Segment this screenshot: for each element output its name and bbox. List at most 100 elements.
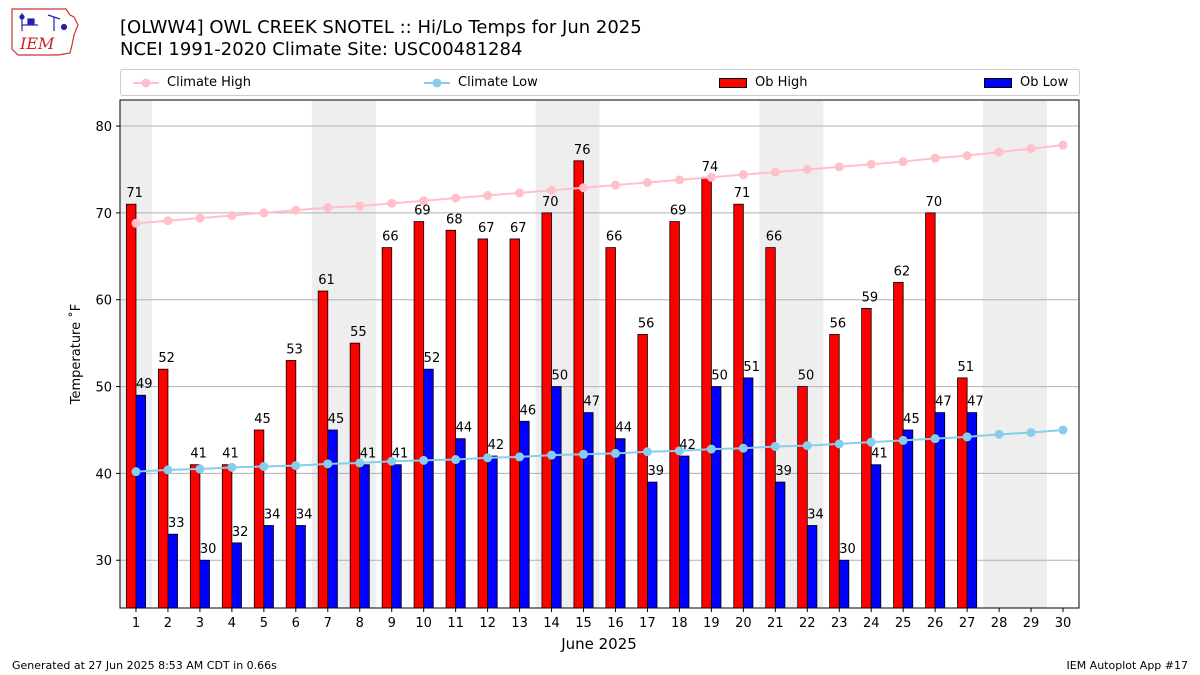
x-tick-label-11: 11 — [447, 616, 464, 631]
climate-high-point-day-3 — [195, 213, 205, 223]
y-tick-label-80: 80 — [95, 120, 112, 135]
x-tick-label-5: 5 — [260, 616, 268, 631]
climate-low-point-day-18 — [674, 446, 684, 456]
ob-high-label-day-10: 69 — [414, 204, 431, 219]
climate-low-point-day-14 — [547, 450, 557, 460]
ob-high-bar-day-10 — [413, 221, 425, 609]
climate-low-point-day-21 — [770, 441, 780, 451]
ob-high-label-day-25: 62 — [894, 264, 911, 279]
gridlines — [120, 125, 1079, 561]
ob-high-label-day-12: 67 — [478, 221, 495, 236]
x-tick-label-14: 14 — [543, 616, 560, 631]
ob-low-label-day-14: 50 — [552, 369, 569, 384]
ob-low-bar-day-14 — [551, 386, 562, 609]
ob-low-label-day-19: 50 — [711, 369, 728, 384]
x-tick-label-23: 23 — [831, 616, 848, 631]
ob-high-label-day-16: 66 — [606, 230, 623, 245]
data-labels: 71 52 41 41 45 53 61 55 66 69 68 67 67 70 76 66 56 69 74 71… — [126, 143, 983, 557]
iem-logo: IEM — [11, 8, 79, 56]
ob-high-label-day-1: 71 — [126, 186, 143, 201]
climate-low-point-day-7 — [323, 459, 333, 469]
ob-high-bar-day-16 — [605, 247, 616, 609]
climate-low-point-day-26 — [930, 434, 940, 444]
climate-high-point-day-11 — [451, 193, 461, 203]
ob-low-label-day-3: 30 — [200, 542, 217, 557]
ob-high-label-day-22: 50 — [798, 369, 815, 384]
chart-title: [OLWW4] OWL CREEK SNOTEL :: Hi/Lo Temps … — [120, 17, 642, 38]
climate-low-point-day-13 — [515, 452, 525, 462]
ob-low-bar-day-23 — [838, 559, 850, 609]
ob-high-label-day-5: 45 — [254, 412, 271, 427]
x-tick-label-12: 12 — [479, 616, 496, 631]
x-tick-label-18: 18 — [671, 616, 688, 631]
ob-high-label-day-19: 74 — [702, 160, 719, 175]
ob-low-label-day-2: 33 — [168, 516, 185, 531]
ob-low-label-day-15: 47 — [584, 395, 601, 410]
climate-low-point-day-8 — [355, 458, 365, 468]
x-tick-label-6: 6 — [292, 616, 300, 631]
climate-high-point-day-6 — [291, 205, 301, 215]
climate-high-point-day-23 — [834, 162, 844, 172]
ob-low-bar-day-22 — [806, 525, 818, 609]
ob-low-bar-day-15 — [583, 412, 594, 609]
ob-high-bar-day-6 — [285, 360, 297, 609]
climate-high-point-day-5 — [259, 208, 269, 218]
ob-low-bar-day-8 — [359, 464, 370, 609]
climate-low-point-day-29 — [1026, 428, 1036, 438]
ob-high-label-day-26: 70 — [926, 195, 943, 210]
y-tick-label-40: 40 — [95, 467, 112, 482]
ob-low-label-day-22: 34 — [807, 508, 824, 523]
climate-high-point-day-1 — [131, 218, 141, 228]
climate-low-point-day-25 — [898, 435, 908, 445]
climate-high-point-day-17 — [642, 177, 652, 187]
x-tick-label-7: 7 — [324, 616, 332, 631]
x-tick-label-17: 17 — [639, 616, 656, 631]
footer-app-text: IEM Autoplot App #17 — [1066, 659, 1189, 672]
y-tick-label-30: 30 — [95, 554, 112, 569]
ob-high-bar-day-22 — [797, 386, 808, 609]
ob-high-label-day-18: 69 — [670, 204, 687, 219]
climate-low-point-day-12 — [483, 453, 493, 463]
ob-low-bar-day-21 — [774, 481, 786, 609]
climate-low-point-day-5 — [259, 461, 269, 471]
climate-low-point-day-4 — [227, 462, 237, 472]
ob-high-bar-day-24 — [861, 308, 872, 609]
legend-item-ob-low: Ob Low — [984, 70, 1068, 95]
ob-low-bar-day-9 — [391, 464, 402, 609]
ob-high-label-day-13: 67 — [510, 221, 527, 236]
ob-high-bar-day-1 — [125, 203, 137, 609]
climate-low-point-day-28 — [994, 429, 1004, 439]
x-tick-label-1: 1 — [132, 616, 140, 631]
ob-low-swatch — [984, 77, 1012, 88]
legend-item-climate-low: Climate Low — [424, 70, 538, 95]
ob-low-label-day-27: 47 — [967, 395, 984, 410]
ob-high-bar-day-4 — [221, 464, 233, 609]
ob-high-bar-day-11 — [445, 229, 457, 609]
legend-label-ob-high: Ob High — [755, 75, 808, 90]
climate-high-point-day-10 — [419, 196, 429, 206]
climate-lines — [131, 140, 1068, 477]
ob-high-label-day-11: 68 — [446, 212, 463, 227]
y-axis-ticks: 30 40 50 60 70 80 — [95, 120, 120, 569]
ob-low-label-day-25: 45 — [903, 412, 920, 427]
climate-low-point-day-10 — [419, 455, 429, 465]
legend-label-climate-low: Climate Low — [458, 75, 538, 90]
ob-low-label-day-23: 30 — [839, 542, 856, 557]
ob-high-bar-day-7 — [317, 290, 329, 609]
climate-high-point-day-24 — [866, 159, 876, 169]
climate-high-point-day-30 — [1058, 140, 1068, 150]
ob-low-bar-day-27 — [966, 412, 978, 609]
y-tick-label-50: 50 — [95, 381, 112, 396]
legend-label-ob-low: Ob Low — [1020, 75, 1069, 90]
climate-low-point-day-2 — [163, 465, 173, 475]
ob-high-bar-day-15 — [573, 160, 584, 609]
x-tick-label-22: 22 — [799, 616, 816, 631]
ob-high-label-day-23: 56 — [830, 316, 847, 331]
ob-low-bar-day-4 — [231, 542, 242, 609]
ob-low-bar-day-6 — [295, 525, 306, 609]
climate-low-point-day-20 — [738, 443, 748, 453]
climate-low-point-day-24 — [866, 437, 876, 447]
ob-low-label-day-6: 34 — [296, 508, 313, 523]
footer-generated-text: Generated at 27 Jun 2025 8:53 AM CDT in … — [12, 659, 277, 672]
